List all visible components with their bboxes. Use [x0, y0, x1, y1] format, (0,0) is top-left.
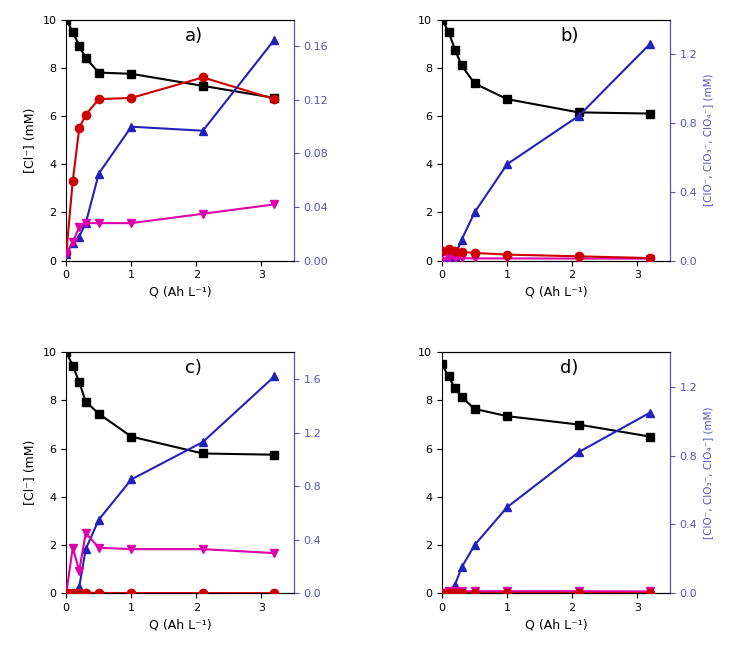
Y-axis label: [ClO⁻, ClO₃⁻, ClO₄⁻] (mM): [ClO⁻, ClO₃⁻, ClO₄⁻] (mM) — [703, 407, 712, 539]
Y-axis label: [ClO⁻, ClO₃⁻, ClO₄⁻] (mM): [ClO⁻, ClO₃⁻, ClO₄⁻] (mM) — [703, 74, 712, 206]
X-axis label: Q (Ah L⁻¹): Q (Ah L⁻¹) — [149, 286, 211, 299]
Y-axis label: [Cl⁻] (mM): [Cl⁻] (mM) — [24, 440, 37, 505]
X-axis label: Q (Ah L⁻¹): Q (Ah L⁻¹) — [525, 286, 587, 299]
Text: a): a) — [185, 27, 203, 45]
Text: b): b) — [560, 27, 579, 45]
Y-axis label: [Cl⁻] (mM): [Cl⁻] (mM) — [24, 108, 37, 173]
X-axis label: Q (Ah L⁻¹): Q (Ah L⁻¹) — [149, 619, 211, 632]
X-axis label: Q (Ah L⁻¹): Q (Ah L⁻¹) — [525, 619, 587, 632]
Text: c): c) — [185, 359, 202, 378]
Text: d): d) — [560, 359, 578, 378]
